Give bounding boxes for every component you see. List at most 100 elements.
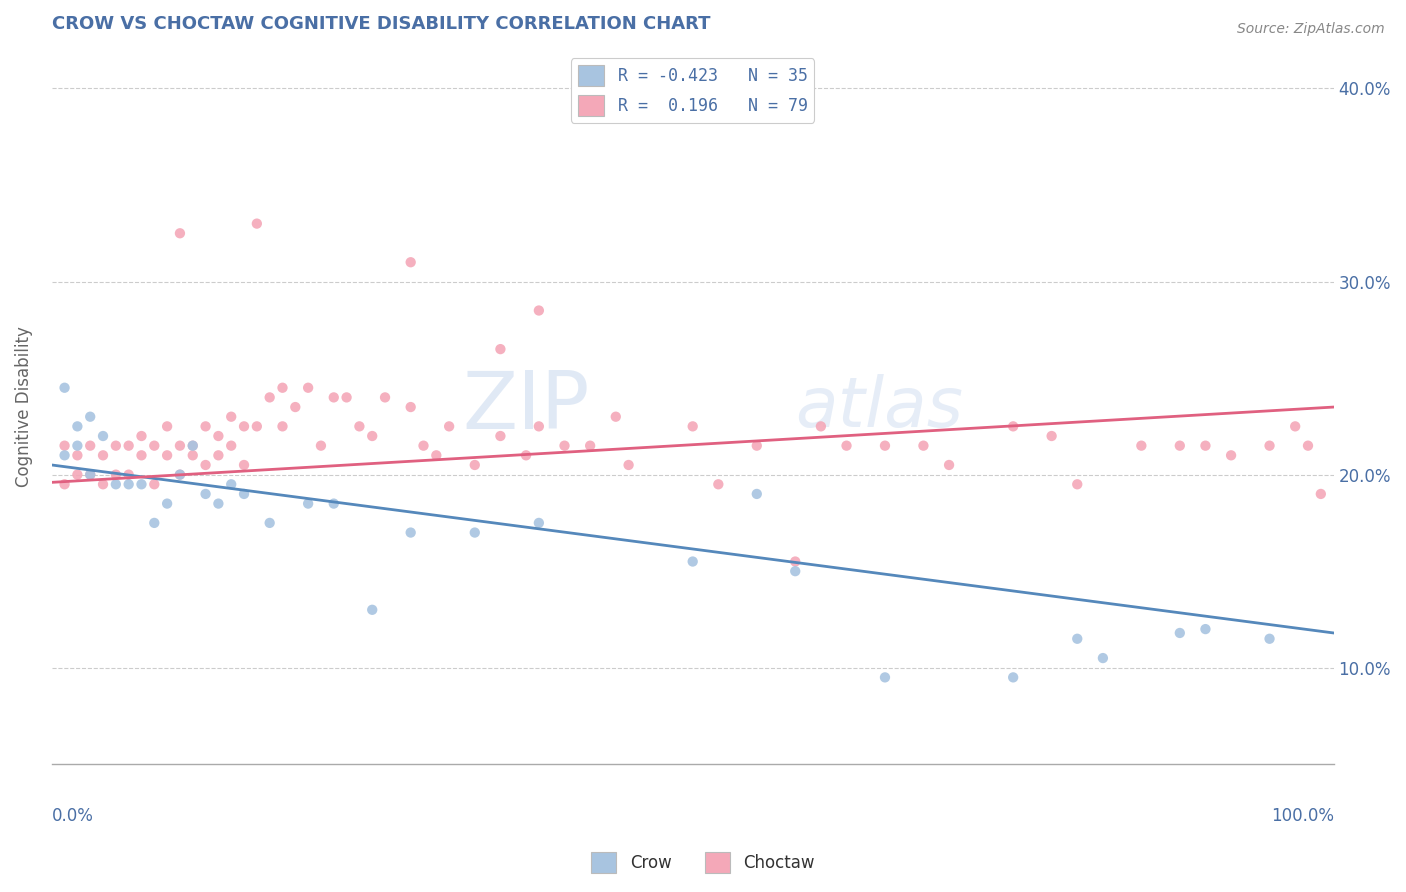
Point (219, 439, 242, 453)
Point (219, 409, 242, 424)
Point (489, 429, 512, 443)
Point (297, 497, 319, 511)
Point (579, 439, 602, 453)
Point (1168, 626, 1191, 640)
Point (156, 419, 179, 434)
Point (785, 555, 807, 569)
Point (194, 487, 217, 501)
Point (297, 381, 319, 395)
Point (322, 497, 344, 511)
Legend: R = -0.423   N = 35, R =  0.196   N = 79: R = -0.423 N = 35, R = 0.196 N = 79 (571, 58, 814, 123)
Point (1309, 487, 1331, 501)
Point (233, 487, 256, 501)
Point (374, 391, 396, 405)
Point (66, 448, 89, 462)
Point (527, 516, 550, 530)
Point (284, 400, 307, 414)
Point (425, 448, 447, 462)
Point (53, 381, 76, 395)
Text: atlas: atlas (796, 374, 963, 441)
Point (912, 439, 935, 453)
Point (349, 419, 371, 434)
Point (194, 419, 217, 434)
Point (1066, 477, 1088, 491)
Point (79, 467, 101, 482)
Point (79, 409, 101, 424)
Point (464, 525, 486, 540)
Point (104, 467, 127, 482)
Point (437, 419, 460, 434)
Point (527, 303, 550, 318)
Point (1040, 429, 1063, 443)
Point (527, 419, 550, 434)
Point (91, 448, 114, 462)
Point (66, 439, 89, 453)
Point (91, 429, 114, 443)
Point (219, 477, 242, 491)
Point (181, 439, 204, 453)
Point (1168, 439, 1191, 453)
Point (259, 391, 281, 405)
Point (79, 439, 101, 453)
Point (118, 439, 141, 453)
Point (336, 391, 359, 405)
Point (489, 342, 512, 356)
Point (131, 448, 153, 462)
Point (1258, 439, 1281, 453)
Point (1296, 439, 1319, 453)
Point (91, 477, 114, 491)
Point (1194, 622, 1216, 636)
Point (399, 255, 422, 269)
Point (169, 439, 191, 453)
Point (745, 487, 768, 501)
Text: CROW VS CHOCTAW COGNITIVE DISABILITY CORRELATION CHART: CROW VS CHOCTAW COGNITIVE DISABILITY COR… (52, 15, 710, 33)
Point (104, 439, 127, 453)
Point (1284, 419, 1306, 434)
Point (271, 419, 294, 434)
Point (207, 429, 229, 443)
Point (246, 419, 269, 434)
Point (79, 467, 101, 482)
Point (66, 467, 89, 482)
Point (53, 448, 76, 462)
Point (143, 477, 166, 491)
Point (181, 439, 204, 453)
Point (259, 516, 281, 530)
Point (169, 467, 191, 482)
Point (810, 419, 832, 434)
Point (1002, 670, 1025, 684)
Point (233, 419, 256, 434)
Point (1220, 448, 1243, 462)
Point (131, 477, 153, 491)
Point (322, 391, 344, 405)
Point (233, 458, 256, 472)
Point (169, 467, 191, 482)
Point (1002, 419, 1025, 434)
Point (873, 670, 896, 684)
Point (399, 525, 422, 540)
Point (1194, 439, 1216, 453)
Point (1066, 632, 1088, 646)
Point (515, 448, 537, 462)
Legend: Crow, Choctaw: Crow, Choctaw (585, 846, 821, 880)
Point (1258, 632, 1281, 646)
Point (246, 217, 269, 231)
Point (682, 419, 704, 434)
Point (745, 439, 768, 453)
Point (617, 458, 640, 472)
Point (938, 458, 960, 472)
Point (309, 439, 332, 453)
Point (412, 439, 434, 453)
Text: Source: ZipAtlas.com: Source: ZipAtlas.com (1237, 22, 1385, 37)
Point (207, 448, 229, 462)
Text: 0.0%: 0.0% (52, 807, 94, 825)
Point (785, 564, 807, 578)
Point (399, 400, 422, 414)
Point (1130, 439, 1153, 453)
Point (682, 555, 704, 569)
Point (361, 429, 384, 443)
Y-axis label: Cognitive Disability: Cognitive Disability (15, 326, 32, 488)
Point (118, 477, 141, 491)
Point (53, 439, 76, 453)
Point (53, 477, 76, 491)
